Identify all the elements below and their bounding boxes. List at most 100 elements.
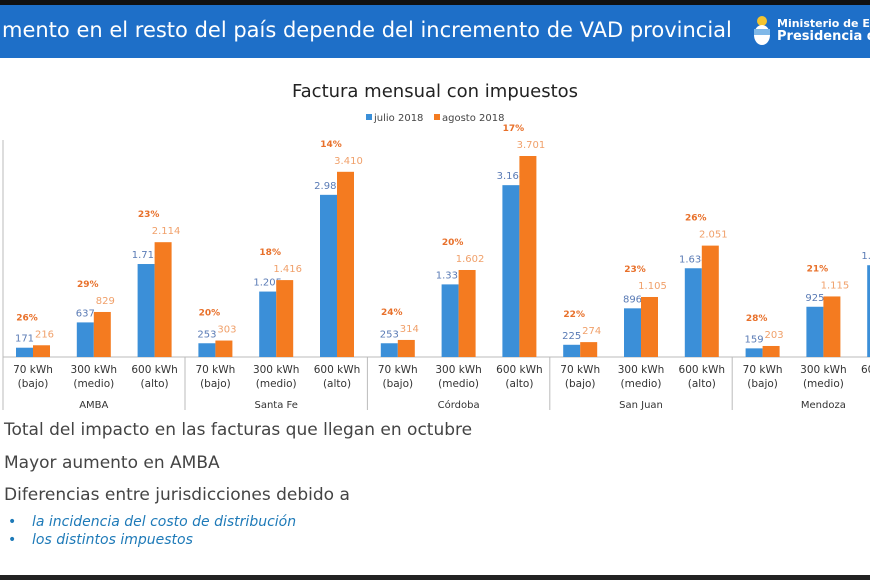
category-label: (bajo) [200, 378, 231, 390]
slide-title: mento en el resto del país depende del i… [2, 18, 732, 42]
value-label-agosto: 2.114 [152, 226, 181, 237]
value-label-agosto: 1.602 [456, 254, 485, 265]
bar-julio [137, 264, 155, 357]
legend-swatch-julio [366, 114, 372, 120]
group-label: AMBA [79, 400, 108, 411]
top-strip [0, 0, 870, 5]
value-label-julio: 896 [623, 294, 642, 305]
value-label-julio: 159 [745, 334, 764, 345]
category-label: (medio) [256, 378, 297, 390]
bar-agosto [33, 345, 50, 357]
value-label-agosto: 3.410 [334, 156, 363, 167]
category-label: 70 kWh [378, 364, 418, 376]
value-label-julio: 925 [805, 293, 824, 304]
category-label: (medio) [803, 378, 844, 390]
bar-agosto [458, 269, 476, 357]
bar-julio [380, 343, 398, 357]
bar-agosto [580, 342, 598, 357]
category-label: (alto) [141, 378, 169, 390]
value-label-agosto: 274 [582, 326, 601, 337]
bar-agosto [701, 245, 719, 357]
bar-julio [745, 348, 763, 357]
argentina-coat-of-arms-icon [754, 16, 770, 45]
sub-bullet-text: los distintos impuestos [32, 532, 193, 548]
legend-swatch-agosto [434, 114, 440, 120]
bar-julio [16, 347, 33, 357]
bar-agosto [823, 296, 841, 357]
category-label: 300 kWh [253, 364, 300, 376]
category-label: 300 kWh [71, 364, 118, 376]
bullet-dot: • [8, 532, 17, 548]
value-label-julio: 1.205 [253, 278, 282, 289]
bar-julio [502, 185, 520, 357]
value-label-agosto: 3.701 [517, 140, 546, 151]
bar-chart: Factura mensual con impuestos julio 2018… [2, 81, 870, 411]
value-label-agosto: 1.115 [821, 280, 850, 291]
pct-label: 14% [320, 140, 342, 150]
bullet-2: Mayor aumento en AMBA [4, 453, 220, 473]
bar-julio [563, 344, 581, 357]
bar-julio [624, 308, 641, 357]
ministry-logo-text: Ministerio de Ene Presidencia de [777, 17, 870, 43]
category-label: (bajo) [382, 378, 413, 390]
pct-label: 26% [16, 313, 38, 323]
value-label-julio: 253 [380, 329, 399, 340]
group-label: Córdoba [438, 399, 480, 411]
legend-julio: julio 2018 [373, 113, 423, 124]
category-label: 600 kWh [314, 364, 361, 376]
bottom-bar [0, 575, 870, 580]
bar-agosto [762, 345, 780, 357]
value-label-agosto: 829 [96, 296, 115, 307]
bar-julio [806, 306, 824, 357]
sub-bullet-2: • los distintos impuestos [8, 532, 193, 548]
value-label-julio: 253 [197, 329, 216, 340]
value-label-julio: 1.712 [132, 250, 161, 261]
bar-agosto [154, 242, 172, 357]
value-label-agosto: 216 [35, 329, 54, 340]
value-label-julio: 1.634 [679, 254, 708, 265]
category-label: 70 kWh [195, 364, 235, 376]
value-label-agosto: 303 [217, 325, 236, 336]
category-label: (alto) [323, 378, 351, 390]
value-label-julio: 2.986 [314, 181, 343, 192]
pct-label: 24% [381, 308, 403, 318]
bullet-3: Diferencias entre jurisdicciones debido … [4, 485, 350, 505]
category-label: (bajo) [565, 378, 596, 390]
value-label-julio: 637 [76, 308, 95, 319]
category-label: (medio) [438, 378, 479, 390]
bar-julio [259, 291, 277, 357]
pct-label: 21% [807, 264, 829, 274]
ministry-line2: Presidencia de [777, 29, 870, 44]
bar-julio [684, 268, 702, 357]
value-label-julio: 1.690 [861, 251, 870, 262]
value-label-agosto: 203 [765, 330, 784, 341]
pct-label: 29% [77, 280, 99, 290]
bar-agosto [337, 171, 354, 357]
category-label: 70 kWh [560, 364, 600, 376]
category-label: 600 kWh [861, 364, 870, 376]
category-label: 300 kWh [618, 364, 665, 376]
pct-label: 28% [746, 314, 768, 324]
bullet-1: Total del impacto en las facturas que ll… [4, 420, 473, 440]
chart-title: Factura mensual con impuestos [292, 81, 578, 102]
bar-agosto [641, 296, 658, 357]
category-label: (bajo) [747, 378, 778, 390]
pct-label: 26% [685, 214, 707, 224]
category-label: (alto) [505, 378, 533, 390]
category-label: (alto) [688, 378, 716, 390]
bullet-dot: • [8, 514, 17, 530]
ministry-line1: Ministerio de Ene [777, 17, 870, 30]
bar-julio [198, 343, 216, 357]
value-label-agosto: 1.105 [638, 281, 667, 292]
category-label: 600 kWh [131, 364, 178, 376]
category-label: 600 kWh [679, 364, 726, 376]
category-label: 70 kWh [743, 364, 783, 376]
group-label: Mendoza [801, 400, 846, 411]
bar-agosto [215, 340, 233, 357]
legend-agosto: agosto 2018 [442, 113, 504, 124]
bar-julio [441, 284, 459, 357]
sub-bullet-1: • la incidencia del costo de distribución [8, 514, 296, 530]
bar-julio [76, 322, 94, 357]
pct-label: 18% [259, 248, 281, 258]
value-label-agosto: 2.051 [699, 230, 728, 241]
